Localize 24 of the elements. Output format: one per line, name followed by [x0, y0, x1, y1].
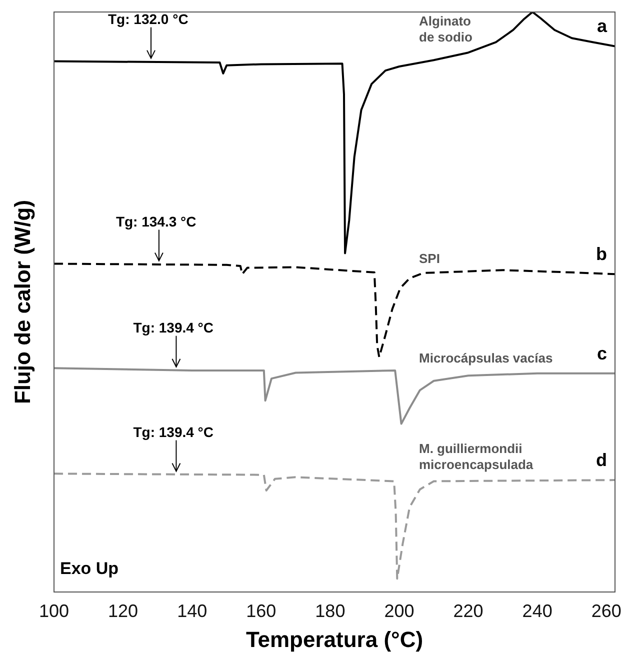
x-tick-label: 240 — [522, 600, 552, 621]
annotation: c — [596, 343, 607, 364]
x-axis-title: Temperatura (°C) — [246, 626, 424, 652]
series-label: Microcápsulas vacías — [419, 350, 553, 366]
x-tick-label: 120 — [108, 600, 138, 621]
annotation: Tg: 132.0 °C — [108, 11, 188, 28]
series-label: SPI — [419, 251, 440, 266]
series-label: M. guilliermondii microencapsulada — [419, 441, 534, 472]
x-tick-label: 100 — [38, 600, 70, 621]
x-tick-label: 200 — [384, 600, 414, 621]
x-tick-label: 140 — [177, 600, 208, 621]
annotation: b — [596, 244, 607, 264]
annotation: a — [596, 16, 608, 36]
series-label: Alginato de sodio — [419, 13, 473, 44]
x-tick-label: 180 — [315, 600, 346, 621]
x-tick-label: 220 — [453, 600, 484, 621]
annotation: Tg: 139.4 °C — [133, 424, 214, 440]
annotation: Tg: 134.3 °C — [116, 214, 196, 230]
annotation: d — [596, 450, 607, 470]
x-tick-label: 260 — [591, 600, 622, 621]
y-axis-title: Flujo de calor (W/g) — [10, 200, 36, 404]
annotation: Exo Up — [60, 559, 119, 578]
x-tick-label: 160 — [246, 600, 276, 621]
annotation: Tg: 139.4 °C — [133, 320, 214, 336]
